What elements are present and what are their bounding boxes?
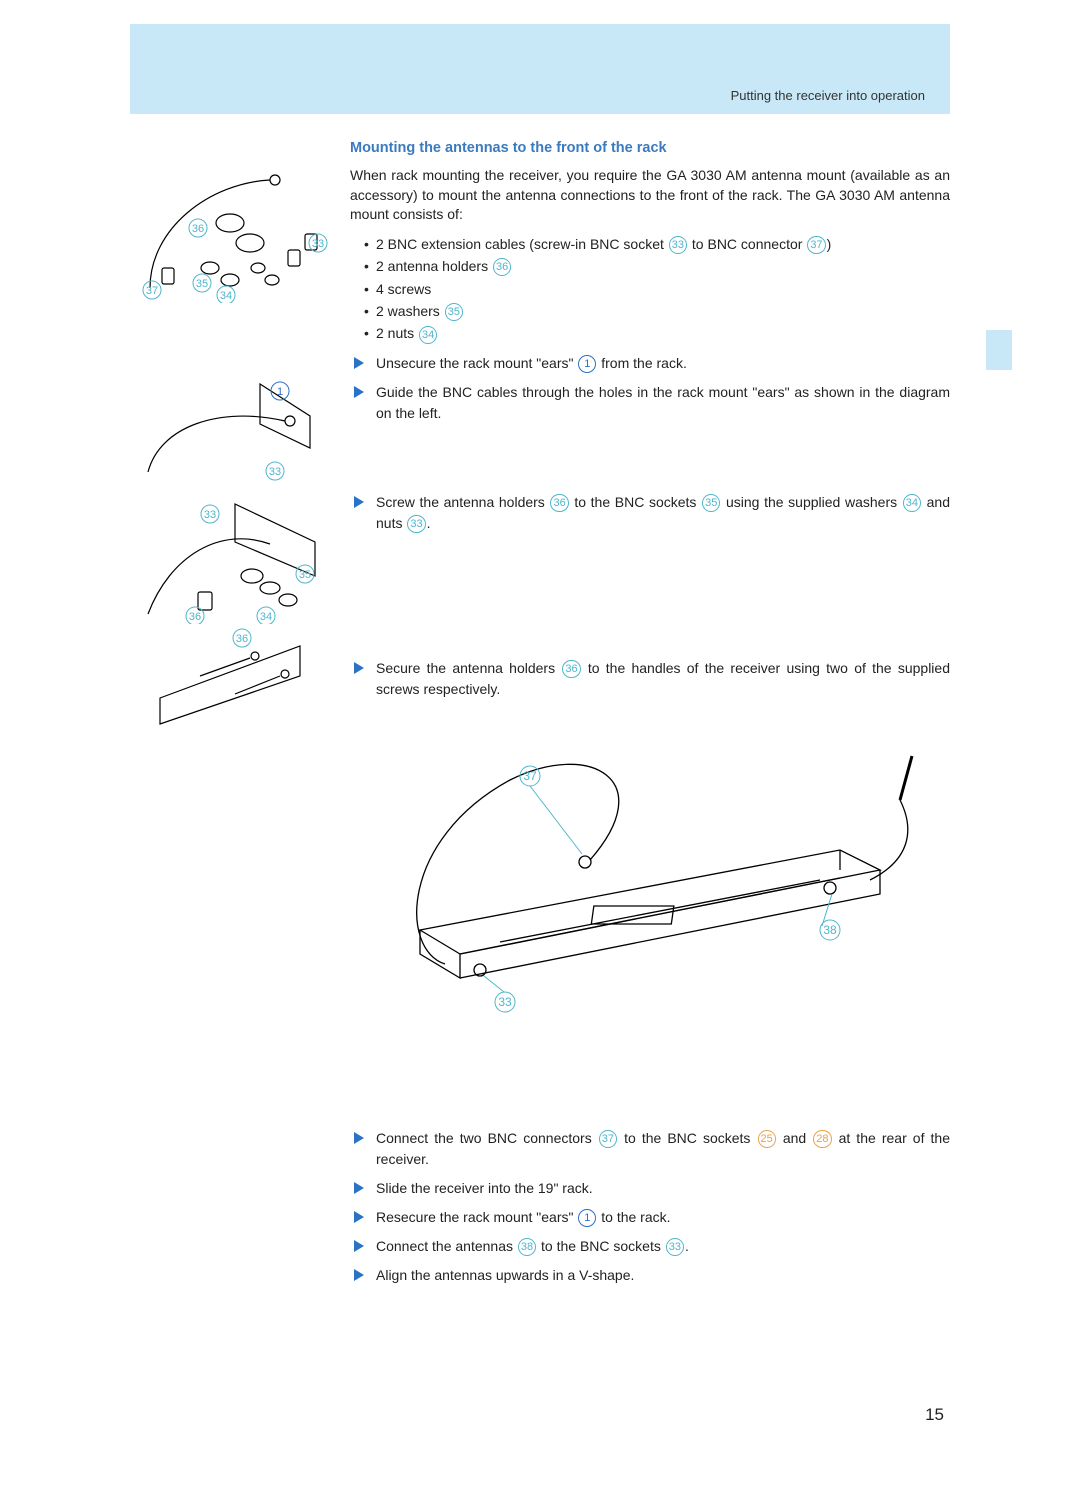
main-content: Mounting the antennas to the front of th… — [350, 140, 950, 1294]
svg-text:37: 37 — [146, 285, 158, 297]
svg-text:35: 35 — [299, 569, 311, 581]
svg-text:35: 35 — [196, 278, 208, 290]
ref-38: 38 — [518, 1238, 536, 1256]
list-item: Connect the two BNC connectors 37 to the… — [350, 1128, 950, 1170]
list-item: Screw the antenna holders 36 to the BNC … — [350, 492, 950, 534]
list-item: Align the antennas upwards in a V-shape. — [350, 1265, 950, 1286]
list-item: Secure the antenna holders 36 to the han… — [350, 658, 950, 700]
svg-text:36: 36 — [236, 633, 248, 645]
steps-list: Connect the two BNC connectors 37 to the… — [350, 1128, 950, 1286]
list-item: 2 BNC extension cables (screw-in BNC soc… — [364, 233, 950, 255]
steps-list: Unsecure the rack mount "ears" 1 from th… — [350, 353, 950, 424]
list-item: Unsecure the rack mount "ears" 1 from th… — [350, 353, 950, 374]
ref-34: 34 — [903, 494, 921, 512]
steps-list: Secure the antenna holders 36 to the han… — [350, 658, 950, 700]
ref-36: 36 — [562, 660, 580, 678]
svg-text:33: 33 — [269, 466, 281, 478]
ref-36: 36 — [550, 494, 568, 512]
parts-list: 2 BNC extension cables (screw-in BNC soc… — [350, 233, 950, 345]
ref-1: 1 — [578, 1209, 596, 1227]
list-item: 4 screws — [364, 278, 950, 300]
svg-text:34: 34 — [260, 611, 272, 623]
svg-text:36: 36 — [192, 223, 204, 235]
ref-28: 28 — [813, 1130, 831, 1148]
figure-secure-holder: 36 — [140, 628, 328, 728]
list-item: 2 antenna holders 36 — [364, 255, 950, 277]
intro-paragraph: When rack mounting the receiver, you req… — [350, 166, 950, 225]
ref-37: 37 — [599, 1130, 617, 1148]
ref-35: 35 — [445, 303, 463, 321]
breadcrumb: Putting the receiver into operation — [731, 88, 925, 103]
list-item: Resecure the rack mount "ears" 1 to the … — [350, 1207, 950, 1228]
ref-36: 36 — [493, 258, 511, 276]
svg-text:33: 33 — [312, 238, 324, 250]
figure-parts-kit: 36 33 35 34 37 — [140, 168, 328, 303]
ref-35: 35 — [702, 494, 720, 512]
svg-text:1: 1 — [277, 386, 283, 398]
ref-33: 33 — [666, 1238, 684, 1256]
list-item: Slide the receiver into the 19" rack. — [350, 1178, 950, 1199]
list-item: 2 washers 35 — [364, 300, 950, 322]
section-heading: Mounting the antennas to the front of th… — [350, 140, 950, 156]
svg-text:36: 36 — [189, 611, 201, 623]
section-tab — [986, 330, 1012, 370]
ref-25: 25 — [758, 1130, 776, 1148]
ref-34: 34 — [419, 326, 437, 344]
ref-1: 1 — [578, 355, 596, 373]
figure-holder-assembly: 33 35 36 34 — [140, 496, 328, 624]
ref-33: 33 — [669, 236, 687, 254]
ref-33: 33 — [407, 515, 425, 533]
list-item: 2 nuts 34 — [364, 322, 950, 344]
svg-text:34: 34 — [220, 290, 232, 302]
ref-37: 37 — [807, 236, 825, 254]
page-number: 15 — [925, 1405, 944, 1425]
list-item: Connect the antennas 38 to the BNC socke… — [350, 1236, 950, 1257]
svg-text:33: 33 — [204, 509, 216, 521]
steps-list: Screw the antenna holders 36 to the BNC … — [350, 492, 950, 534]
list-item: Guide the BNC cables through the holes i… — [350, 382, 950, 424]
figure-ear-cable: 1 33 — [140, 376, 328, 481]
